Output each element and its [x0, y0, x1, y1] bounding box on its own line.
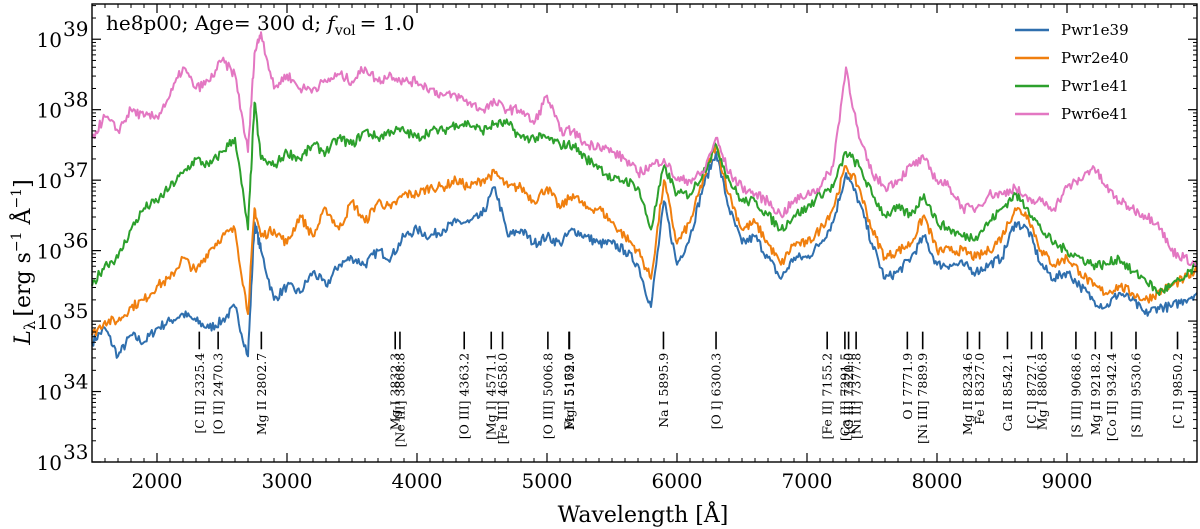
line-id-label: Mg II 8234.6 — [960, 353, 975, 435]
ylabel-exp-a: −1 — [9, 231, 25, 252]
y-tick-label: 10 — [37, 240, 62, 264]
line-id-label: [S III] 9530.6 — [1128, 353, 1143, 438]
ylabel-close: ] — [11, 179, 36, 188]
line-id-label: [O II] 2470.3 — [211, 353, 226, 435]
ylabel-exp-b: −1 — [9, 188, 25, 209]
line-id-label: O I 7771.9 — [900, 353, 915, 420]
y-tick-label: 10 — [37, 169, 62, 193]
y-tick-exponent: 35 — [63, 299, 88, 323]
y-tick-exponent: 38 — [63, 88, 88, 112]
y-tick-exponent: 34 — [63, 370, 88, 394]
svg-text:Lλ[erg s−1 Å−1]: Lλ[erg s−1 Å−1] — [8, 179, 39, 345]
y-tick-label: 10 — [37, 28, 62, 52]
ylabel-unit-a: [erg s — [11, 252, 36, 317]
line-id-label: [Fe II] 7155.2 — [820, 353, 835, 440]
x-tick-label: 5000 — [522, 469, 573, 493]
line-id-label: Mg I 5172.7 — [562, 353, 577, 430]
title-age: = 300 d; — [234, 11, 321, 35]
line-id-label: Mg II 9218.2 — [1088, 353, 1103, 435]
y-tick-label: 10 — [37, 99, 62, 123]
ylabel-unit-b: Å — [8, 207, 36, 231]
plot-frame — [91, 3, 1198, 463]
x-tick-label: 3000 — [262, 469, 313, 493]
line-id-label: [Mg I] 4571.1 — [484, 353, 499, 440]
line-id-label: [Fe III] 4658.0 — [495, 353, 510, 445]
y-axis-label: Lλ[erg s−1 Å−1] — [8, 179, 39, 345]
line-id-label: [Ca II] 7291.5 — [837, 353, 852, 441]
x-tick-label: 9000 — [1042, 469, 1093, 493]
ylabel-symbol: L — [11, 330, 36, 346]
y-tick-exponent: 36 — [63, 229, 88, 253]
line-id-label: [O II] 7320.0 — [841, 353, 856, 435]
x-tick-label: 4000 — [392, 469, 443, 493]
legend-label: Pwr2e40 — [1061, 49, 1129, 67]
series-layer — [91, 31, 1198, 359]
line-id-label: [C I] 8727.1 — [1024, 353, 1039, 429]
line-id-label: Mg I 8806.8 — [1034, 353, 1049, 430]
legend-label: Pwr1e39 — [1061, 21, 1129, 39]
line-id-label: [Ni II] 7377.8 — [849, 353, 864, 439]
series-line-pwr1e39 — [91, 151, 1198, 359]
x-tick-label: 6000 — [652, 469, 703, 493]
line-id-label: Fe I 8327.0 — [972, 353, 987, 425]
series-line-pwr2e40 — [91, 143, 1198, 337]
y-tick-label: 10 — [37, 310, 62, 334]
line-id-label: [Co II] 9342.4 — [1104, 353, 1119, 441]
legend: Pwr1e39 Pwr2e40 Pwr1e41 Pwr6e41 — [1015, 21, 1129, 123]
line-id-label: [C II] 2325.4 — [192, 353, 207, 434]
y-tick-label: 10 — [37, 381, 62, 405]
line-id-label: [O I] 6300.3 — [709, 353, 724, 430]
ylabel-subscript: λ — [21, 320, 39, 330]
chart-title: he8p00; Age= 300 d; fvol = 1.0 — [106, 11, 415, 39]
line-id-label: [Ni III] 7889.9 — [915, 353, 930, 444]
legend-label: Pwr6e41 — [1061, 105, 1129, 123]
title-fvol-subscript: vol — [334, 23, 356, 39]
series-line-pwr1e41 — [91, 101, 1198, 296]
line-id-label: Mg I 3832.3 — [388, 353, 403, 430]
x-tick-label: 8000 — [912, 469, 963, 493]
series-line-pwr6e41 — [91, 31, 1198, 267]
line-id-label: [S III] 9068.6 — [1068, 353, 1083, 438]
y-tick-exponent: 39 — [63, 17, 88, 41]
line-id-label: [O III] 5006.8 — [540, 353, 555, 440]
x-axis-label: Wavelength [Å] — [558, 500, 729, 528]
line-id-label: [Ne III] 3868.8 — [392, 353, 407, 448]
line-id-label: [C I] 9850.2 — [1170, 353, 1185, 429]
x-tick-label: 2000 — [132, 469, 183, 493]
legend-label: Pwr1e41 — [1061, 77, 1129, 95]
line-id-label: Na I 5895.9 — [656, 353, 671, 428]
line-id-label: [O III] 4363.2 — [457, 353, 472, 440]
y-tick-exponent: 37 — [63, 158, 88, 182]
title-fvol-value: = 1.0 — [360, 11, 415, 35]
line-id-label: Ca II 8542.1 — [1000, 353, 1015, 432]
y-tick-exponent: 33 — [63, 440, 88, 464]
x-tick-label: 7000 — [782, 469, 833, 493]
y-tick-label: 10 — [37, 451, 62, 475]
line-id-layer: [C II] 2325.4 [O II] 2470.3 Mg II 2802.7 Mg… — [192, 331, 1185, 448]
line-id-label: Fe II 5169.0 — [561, 353, 576, 430]
svg-text:he8p00; Age= 300 d; fvol: he8p00; Age= 300 d; fvol = 1.0 — [106, 11, 415, 39]
line-id-label: Mg II 2802.7 — [254, 353, 269, 435]
title-model: he8p00; Age — [106, 11, 234, 35]
